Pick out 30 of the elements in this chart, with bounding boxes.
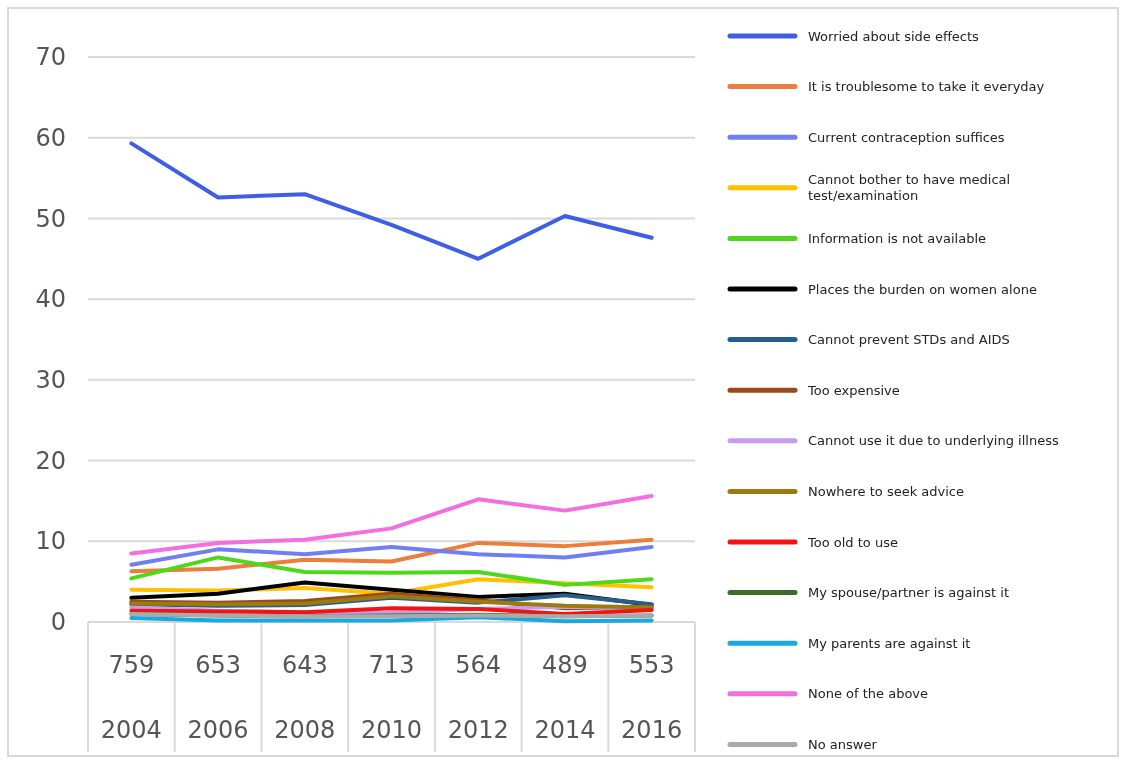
category-label: 643 2008 (274, 651, 336, 744)
legend-label: It is troublesome to take it everyday (808, 79, 1045, 95)
legend-label: My spouse/partner is against it (808, 585, 1010, 601)
y-tick-label: 60 (35, 123, 66, 152)
legend-label: Nowhere to seek advice (808, 483, 965, 499)
y-tick-label: 20 (35, 446, 66, 475)
category-label: 564 2012 (447, 651, 509, 744)
legend-label: Too old to use (807, 534, 898, 550)
y-tick-label: 10 (35, 527, 66, 556)
y-tick-label: 40 (35, 285, 66, 314)
legend-label: Current contraception suffices (808, 129, 1005, 145)
legend-label: No answer (808, 736, 878, 752)
legend-label: My parents are against it (808, 635, 971, 651)
category-label: 713 2010 (360, 651, 423, 744)
y-tick-label: 30 (35, 366, 66, 395)
legend-label: Worried about side effects (808, 28, 980, 44)
category-label: 489 2014 (534, 651, 596, 744)
legend-label: Places the burden on women alone (808, 281, 1037, 297)
legend-label: Too expensive (807, 382, 900, 398)
category-label: 653 2006 (187, 651, 249, 744)
legend-label: Information is not available (808, 230, 987, 246)
y-tick-label: 0 (50, 608, 66, 637)
legend-label: Cannot prevent STDs and AIDS (808, 332, 1010, 348)
y-tick-label: 70 (35, 43, 66, 72)
category-label: 759 2004 (100, 651, 162, 744)
legend-label: Cannot use it due to underlying illness (808, 433, 1059, 449)
y-tick-label: 50 (35, 204, 66, 233)
legend-label: None of the above (808, 686, 929, 702)
legend-label: Cannot bother to have medical test/examination (808, 172, 1011, 204)
category-label: 553 2016 (621, 651, 683, 744)
